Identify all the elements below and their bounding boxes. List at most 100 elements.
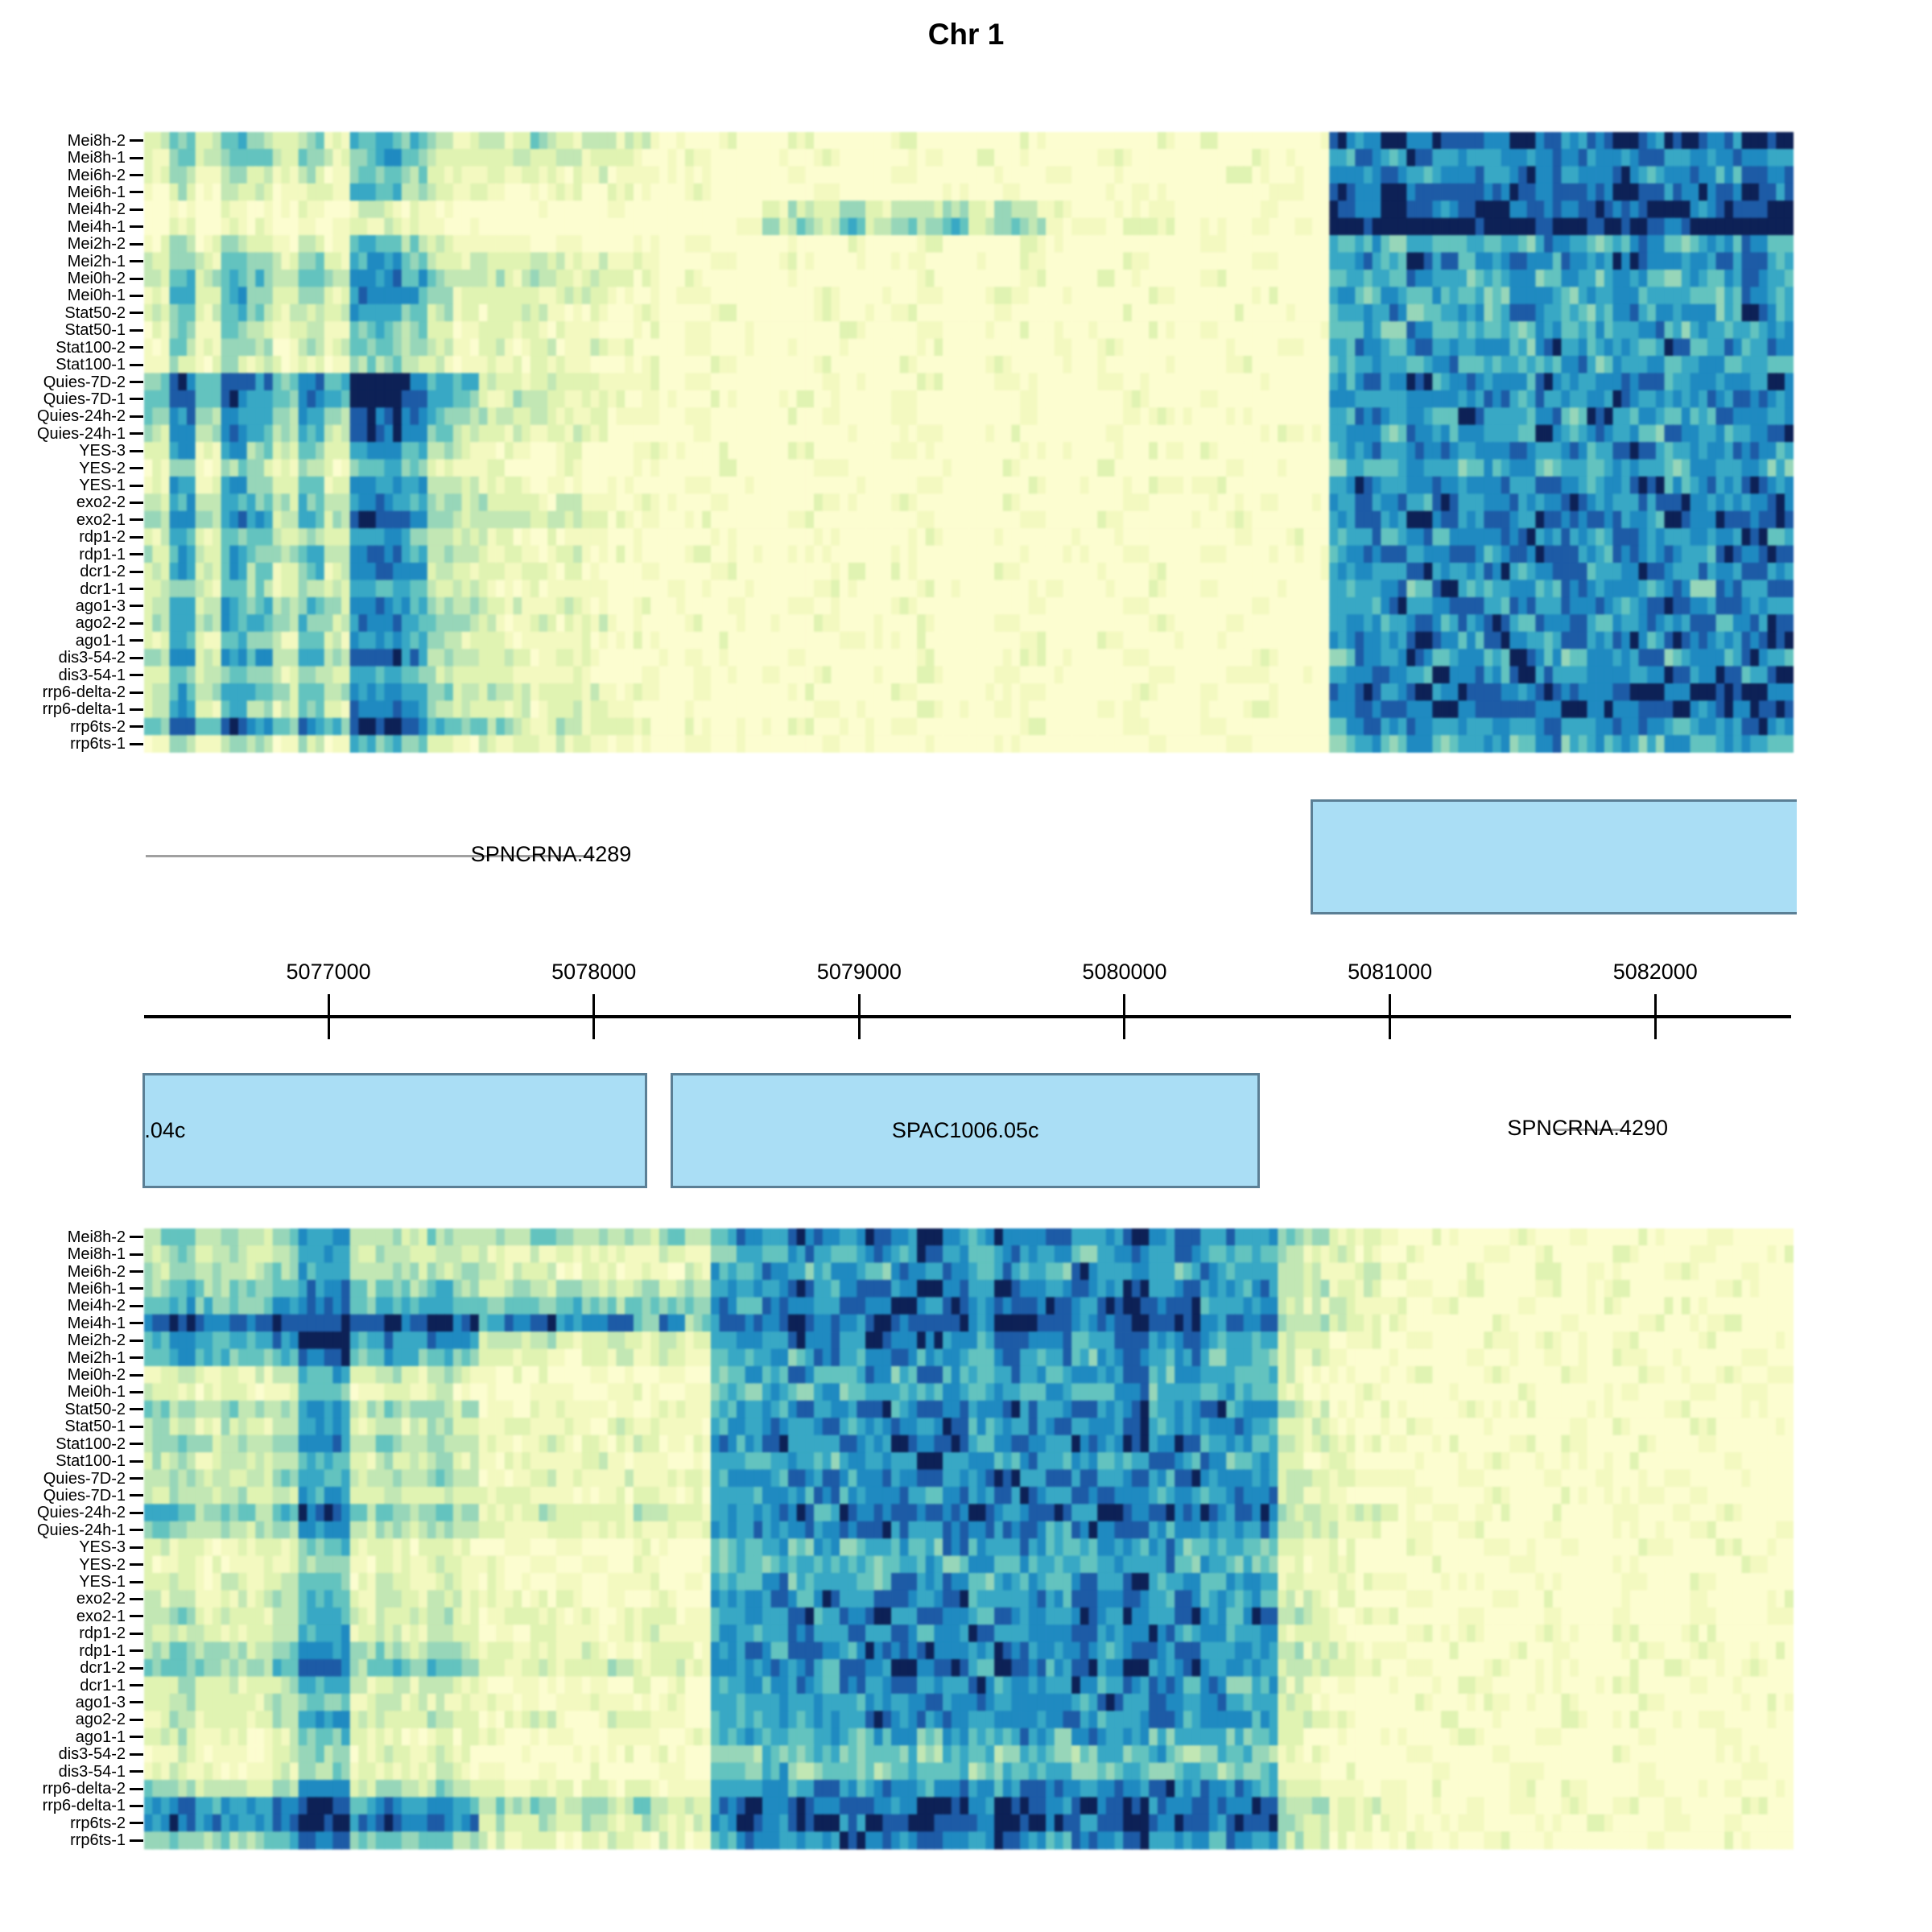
row-tick-icon	[130, 1425, 143, 1428]
row-tick-icon	[130, 553, 143, 556]
row-tick-icon	[130, 484, 143, 487]
row-label-top-dis3-54-1: dis3-54-1	[58, 666, 126, 684]
chart-title: Chr 1	[927, 18, 1005, 51]
row-label-top-rrp6ts-2: rrp6ts-2	[70, 717, 126, 736]
row-tick-icon	[130, 1408, 143, 1411]
axis-tick-mark	[1653, 994, 1657, 1039]
row-label-top-Quies-24h-1: Quies-24h-1	[36, 424, 126, 443]
row-label-bottom-ago1-1: ago1-1	[75, 1728, 126, 1746]
feature-label-SPNCRNA.4290: SPNCRNA.4290	[1507, 1116, 1668, 1140]
row-label-bottom-rrp6-delta-2: rrp6-delta-2	[42, 1780, 126, 1798]
row-label-bottom-rrp6-delta-1: rrp6-delta-1	[42, 1797, 126, 1815]
row-label-bottom-dcr1-1: dcr1-1	[80, 1676, 126, 1695]
row-label-top-exo2-2: exo2-2	[76, 493, 126, 512]
gene-label-.04c: .04c	[144, 1118, 186, 1142]
gene-label-SPAC1006.05c: SPAC1006.05c	[891, 1118, 1039, 1142]
row-tick-icon	[130, 674, 143, 677]
row-tick-icon	[130, 1822, 143, 1825]
row-tick-icon	[130, 449, 143, 452]
heatmap-panel-bottom	[144, 1228, 1794, 1850]
row-label-top-Mei8h-1: Mei8h-1	[67, 149, 126, 167]
row-tick-icon	[130, 1304, 143, 1307]
row-label-top-Stat100-2: Stat100-2	[56, 338, 126, 357]
genome-axis-line	[144, 1015, 1791, 1018]
row-tick-icon	[130, 328, 143, 332]
row-label-top-Quies-7D-2: Quies-7D-2	[43, 373, 126, 391]
feature-label-SPNCRNA.4289: SPNCRNA.4289	[470, 842, 632, 866]
row-label-bottom-Mei8h-1: Mei8h-1	[67, 1245, 126, 1264]
row-label-top-Quies-7D-1: Quies-7D-1	[43, 390, 126, 408]
row-label-top-Stat100-1: Stat100-1	[56, 356, 126, 374]
row-tick-icon	[130, 242, 143, 246]
row-tick-icon	[130, 708, 143, 711]
row-label-top-YES-3: YES-3	[79, 442, 126, 460]
row-tick-icon	[130, 1666, 143, 1670]
row-tick-icon	[130, 467, 143, 470]
row-tick-icon	[130, 1632, 143, 1635]
row-label-bottom-exo2-1: exo2-1	[76, 1607, 126, 1625]
row-tick-icon	[130, 501, 143, 504]
row-tick-icon	[130, 225, 143, 229]
row-label-top-Mei6h-1: Mei6h-1	[67, 183, 126, 201]
row-tick-icon	[130, 381, 143, 384]
heatmap-panel-top	[144, 132, 1794, 753]
row-label-bottom-Quies-7D-1: Quies-7D-1	[43, 1486, 126, 1505]
row-label-top-rrp6ts-1: rrp6ts-1	[70, 735, 126, 753]
row-tick-icon	[130, 1701, 143, 1704]
row-tick-icon	[130, 725, 143, 729]
row-label-top-ago2-2: ago2-2	[75, 614, 126, 633]
row-label-top-dis3-54-2: dis3-54-2	[58, 649, 126, 667]
axis-tick-mark	[857, 994, 861, 1039]
row-tick-icon	[130, 294, 143, 297]
row-label-bottom-ago2-2: ago2-2	[75, 1711, 126, 1729]
row-tick-icon	[130, 535, 143, 539]
row-tick-icon	[130, 1529, 143, 1532]
row-tick-icon	[130, 570, 143, 573]
row-label-bottom-rdp1-1: rdp1-1	[79, 1641, 126, 1660]
row-tick-icon	[130, 1804, 143, 1807]
row-tick-icon	[130, 415, 143, 418]
row-tick-icon	[130, 1511, 143, 1514]
row-tick-icon	[130, 1287, 143, 1290]
axis-tick-label: 5082000	[1612, 960, 1698, 984]
row-label-bottom-YES-2: YES-2	[79, 1555, 126, 1574]
row-label-bottom-dis3-54-2: dis3-54-2	[58, 1745, 126, 1764]
row-label-top-ago1-3: ago1-3	[75, 597, 126, 615]
row-tick-icon	[130, 1459, 143, 1463]
row-label-bottom-rrp6ts-1: rrp6ts-1	[70, 1831, 126, 1850]
row-tick-icon	[130, 1752, 143, 1756]
row-tick-icon	[130, 1322, 143, 1325]
row-tick-icon	[130, 139, 143, 142]
row-label-top-exo2-1: exo2-1	[76, 510, 126, 529]
row-tick-icon	[130, 191, 143, 194]
row-label-top-Mei2h-1: Mei2h-1	[67, 252, 126, 270]
row-label-top-rrp6-delta-1: rrp6-delta-1	[42, 700, 126, 719]
row-label-bottom-dis3-54-1: dis3-54-1	[58, 1762, 126, 1781]
row-label-bottom-Mei4h-2: Mei4h-2	[67, 1297, 126, 1315]
row-tick-icon	[130, 1236, 143, 1239]
row-label-bottom-dcr1-2: dcr1-2	[80, 1659, 126, 1678]
row-label-top-YES-1: YES-1	[79, 477, 126, 495]
row-label-bottom-Stat100-2: Stat100-2	[56, 1435, 126, 1453]
row-label-bottom-Stat100-1: Stat100-1	[56, 1452, 126, 1471]
row-label-top-ago1-1: ago1-1	[75, 631, 126, 650]
row-tick-icon	[130, 1339, 143, 1342]
row-label-top-rdp1-2: rdp1-2	[79, 528, 126, 547]
axis-tick-mark	[327, 994, 330, 1039]
row-tick-icon	[130, 1736, 143, 1739]
row-label-bottom-Stat50-1: Stat50-1	[64, 1418, 126, 1436]
row-tick-icon	[130, 1477, 143, 1480]
row-label-bottom-Mei2h-1: Mei2h-1	[67, 1348, 126, 1367]
row-tick-icon	[130, 588, 143, 591]
axis-tick-label: 5077000	[286, 960, 371, 984]
row-label-top-dcr1-2: dcr1-2	[80, 563, 126, 581]
row-label-bottom-Mei6h-1: Mei6h-1	[67, 1279, 126, 1298]
row-tick-icon	[130, 1563, 143, 1567]
row-label-bottom-rdp1-2: rdp1-2	[79, 1624, 126, 1643]
row-label-bottom-Mei8h-2: Mei8h-2	[67, 1228, 126, 1246]
row-tick-icon	[130, 1684, 143, 1687]
row-tick-icon	[130, 1718, 143, 1721]
row-tick-icon	[130, 1839, 143, 1842]
row-label-bottom-rrp6ts-2: rrp6ts-2	[70, 1814, 126, 1832]
